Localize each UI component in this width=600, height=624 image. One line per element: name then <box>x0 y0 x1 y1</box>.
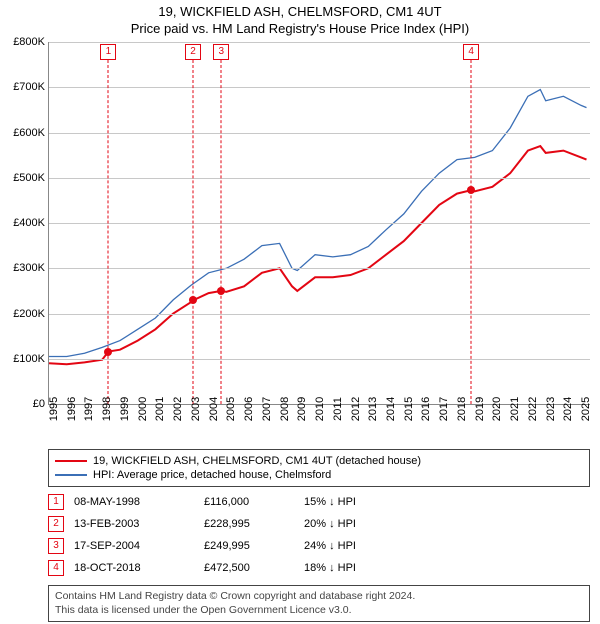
marker-line <box>471 60 472 404</box>
legend-item: 19, WICKFIELD ASH, CHELMSFORD, CM1 4UT (… <box>55 454 583 468</box>
marker-line <box>193 60 194 404</box>
transaction-pct: 18% ↓ HPI <box>304 562 414 574</box>
gridline <box>49 87 590 88</box>
legend: 19, WICKFIELD ASH, CHELMSFORD, CM1 4UT (… <box>48 449 590 487</box>
x-tick-label: 2004 <box>208 397 220 421</box>
x-tick-label: 2022 <box>527 397 539 421</box>
marker-label: 1 <box>100 44 116 60</box>
x-tick-label: 2025 <box>580 397 592 421</box>
gridline <box>49 133 590 134</box>
x-tick-label: 2001 <box>154 397 166 421</box>
y-tick-label: £0 <box>3 398 45 410</box>
footer-attribution: Contains HM Land Registry data © Crown c… <box>48 585 590 622</box>
gridline <box>49 268 590 269</box>
x-tick-label: 2007 <box>261 397 273 421</box>
transaction-row: 2 13-FEB-2003 £228,995 20% ↓ HPI <box>48 513 590 535</box>
chart-title: 19, WICKFIELD ASH, CHELMSFORD, CM1 4UT <box>0 4 600 19</box>
legend-item: HPI: Average price, detached house, Chel… <box>55 468 583 482</box>
x-tick-label: 2019 <box>474 397 486 421</box>
legend-swatch <box>55 474 87 475</box>
transaction-date: 08-MAY-1998 <box>74 496 194 508</box>
transaction-pct: 20% ↓ HPI <box>304 518 414 530</box>
x-tick-label: 1999 <box>119 397 131 421</box>
chart-subtitle: Price paid vs. HM Land Registry's House … <box>0 21 600 36</box>
transaction-date: 13-FEB-2003 <box>74 518 194 530</box>
transaction-marker: 3 <box>48 538 64 554</box>
transaction-marker: 1 <box>48 494 64 510</box>
legend-label: 19, WICKFIELD ASH, CHELMSFORD, CM1 4UT (… <box>93 455 421 467</box>
x-tick-label: 2003 <box>190 397 202 421</box>
x-tick-label: 2017 <box>438 397 450 421</box>
y-tick-label: £600K <box>3 127 45 139</box>
y-tick-label: £100K <box>3 353 45 365</box>
gridline <box>49 178 590 179</box>
legend-swatch <box>55 460 87 462</box>
marker-dot <box>104 348 112 356</box>
x-tick-label: 2006 <box>243 397 255 421</box>
marker-dot <box>467 186 475 194</box>
x-tick-label: 2015 <box>403 397 415 421</box>
y-tick-label: £200K <box>3 308 45 320</box>
transaction-marker: 2 <box>48 516 64 532</box>
transaction-row: 1 08-MAY-1998 £116,000 15% ↓ HPI <box>48 491 590 513</box>
transaction-marker: 4 <box>48 560 64 576</box>
x-tick-label: 1995 <box>48 397 60 421</box>
transaction-price: £116,000 <box>204 496 294 508</box>
x-tick-label: 2011 <box>332 397 344 421</box>
x-tick-label: 2024 <box>562 397 574 421</box>
marker-label: 4 <box>463 44 479 60</box>
x-tick-label: 2013 <box>367 397 379 421</box>
y-tick-label: £700K <box>3 81 45 93</box>
x-tick-label: 2020 <box>491 397 503 421</box>
marker-line <box>221 60 222 404</box>
y-tick-label: £500K <box>3 172 45 184</box>
x-tick-label: 2008 <box>279 397 291 421</box>
transaction-price: £228,995 <box>204 518 294 530</box>
legend-label: HPI: Average price, detached house, Chel… <box>93 469 331 481</box>
x-tick-label: 2018 <box>456 397 468 421</box>
footer-line-1: Contains HM Land Registry data © Crown c… <box>55 590 583 604</box>
x-tick-label: 2012 <box>350 397 362 421</box>
x-tick-label: 2000 <box>137 397 149 421</box>
y-tick-label: £300K <box>3 262 45 274</box>
x-tick-label: 1996 <box>66 397 78 421</box>
x-tick-label: 2010 <box>314 397 326 421</box>
transaction-pct: 15% ↓ HPI <box>304 496 414 508</box>
footer-line-2: This data is licensed under the Open Gov… <box>55 604 583 618</box>
transaction-date: 18-OCT-2018 <box>74 562 194 574</box>
y-tick-label: £400K <box>3 217 45 229</box>
x-tick-label: 2002 <box>172 397 184 421</box>
x-tick-label: 1997 <box>83 397 95 421</box>
x-tick-label: 2005 <box>225 397 237 421</box>
transaction-row: 3 17-SEP-2004 £249,995 24% ↓ HPI <box>48 535 590 557</box>
x-tick-label: 2016 <box>420 397 432 421</box>
marker-dot <box>217 287 225 295</box>
transaction-pct: 24% ↓ HPI <box>304 540 414 552</box>
gridline <box>49 314 590 315</box>
x-tick-label: 1998 <box>101 397 113 421</box>
x-tick-label: 2023 <box>545 397 557 421</box>
transaction-date: 17-SEP-2004 <box>74 540 194 552</box>
marker-label: 2 <box>185 44 201 60</box>
transactions-table: 1 08-MAY-1998 £116,000 15% ↓ HPI 2 13-FEB-200… <box>48 491 590 579</box>
transaction-price: £472,500 <box>204 562 294 574</box>
gridline <box>49 359 590 360</box>
y-tick-label: £800K <box>3 36 45 48</box>
x-tick-label: 2014 <box>385 397 397 421</box>
gridline <box>49 223 590 224</box>
x-tick-label: 2009 <box>296 397 308 421</box>
transaction-price: £249,995 <box>204 540 294 552</box>
gridline <box>49 42 590 43</box>
x-tick-label: 2021 <box>509 397 521 421</box>
x-axis-labels: 1995199619971998199920002001200220032004… <box>48 405 590 443</box>
transaction-row: 4 18-OCT-2018 £472,500 18% ↓ HPI <box>48 557 590 579</box>
chart-plot-area: £0£100K£200K£300K£400K£500K£600K£700K£80… <box>48 42 590 405</box>
marker-dot <box>189 296 197 304</box>
marker-label: 3 <box>213 44 229 60</box>
